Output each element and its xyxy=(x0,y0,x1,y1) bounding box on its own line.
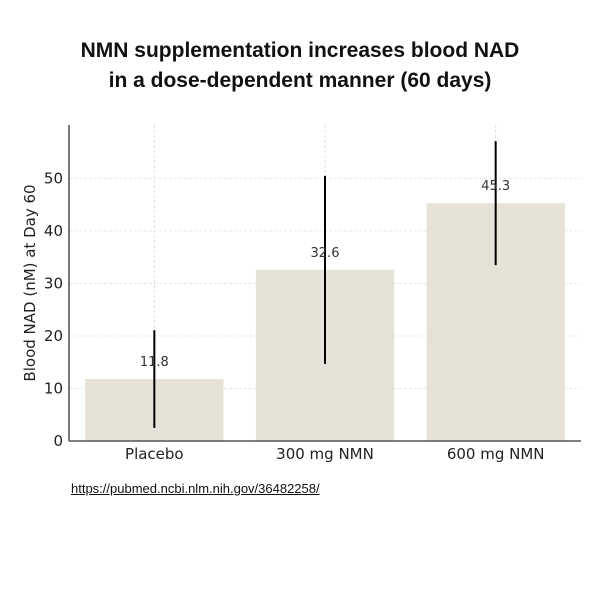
x-tick-label: 300 mg NMN xyxy=(276,445,374,463)
x-tick-label: 600 mg NMN xyxy=(447,445,545,463)
data-label-1: 32.6 xyxy=(311,246,340,261)
axes: 0 10 20 30 40 50 Placebo 300 mg NMN 600 mg NMN xyxy=(44,125,581,463)
chart-title-line-2: in a dose-dependent manner (60 days) xyxy=(108,69,492,92)
y-tick-label: 10 xyxy=(44,380,63,398)
error-bars xyxy=(153,141,497,428)
chart-title-line-1: NMN supplementation increases blood NAD xyxy=(80,39,520,62)
y-tick-label: 0 xyxy=(53,432,63,450)
data-labels: 11.8 32.6 45.3 xyxy=(140,179,510,370)
y-tick-label: 40 xyxy=(44,222,63,240)
y-tick-label: 30 xyxy=(44,275,63,293)
source-link[interactable]: https://pubmed.ncbi.nlm.nih.gov/36482258… xyxy=(71,481,320,496)
y-tick-label: 50 xyxy=(44,170,63,188)
y-tick-label: 20 xyxy=(44,327,63,345)
x-tick-label: Placebo xyxy=(125,445,184,463)
y-axis-label: Blood NAD (nM) at Day 60 xyxy=(21,184,39,381)
data-label-2: 45.3 xyxy=(481,179,510,194)
data-label-0: 11.8 xyxy=(140,355,169,370)
chart-title: NMN supplementation increases blood NAD … xyxy=(0,36,600,96)
